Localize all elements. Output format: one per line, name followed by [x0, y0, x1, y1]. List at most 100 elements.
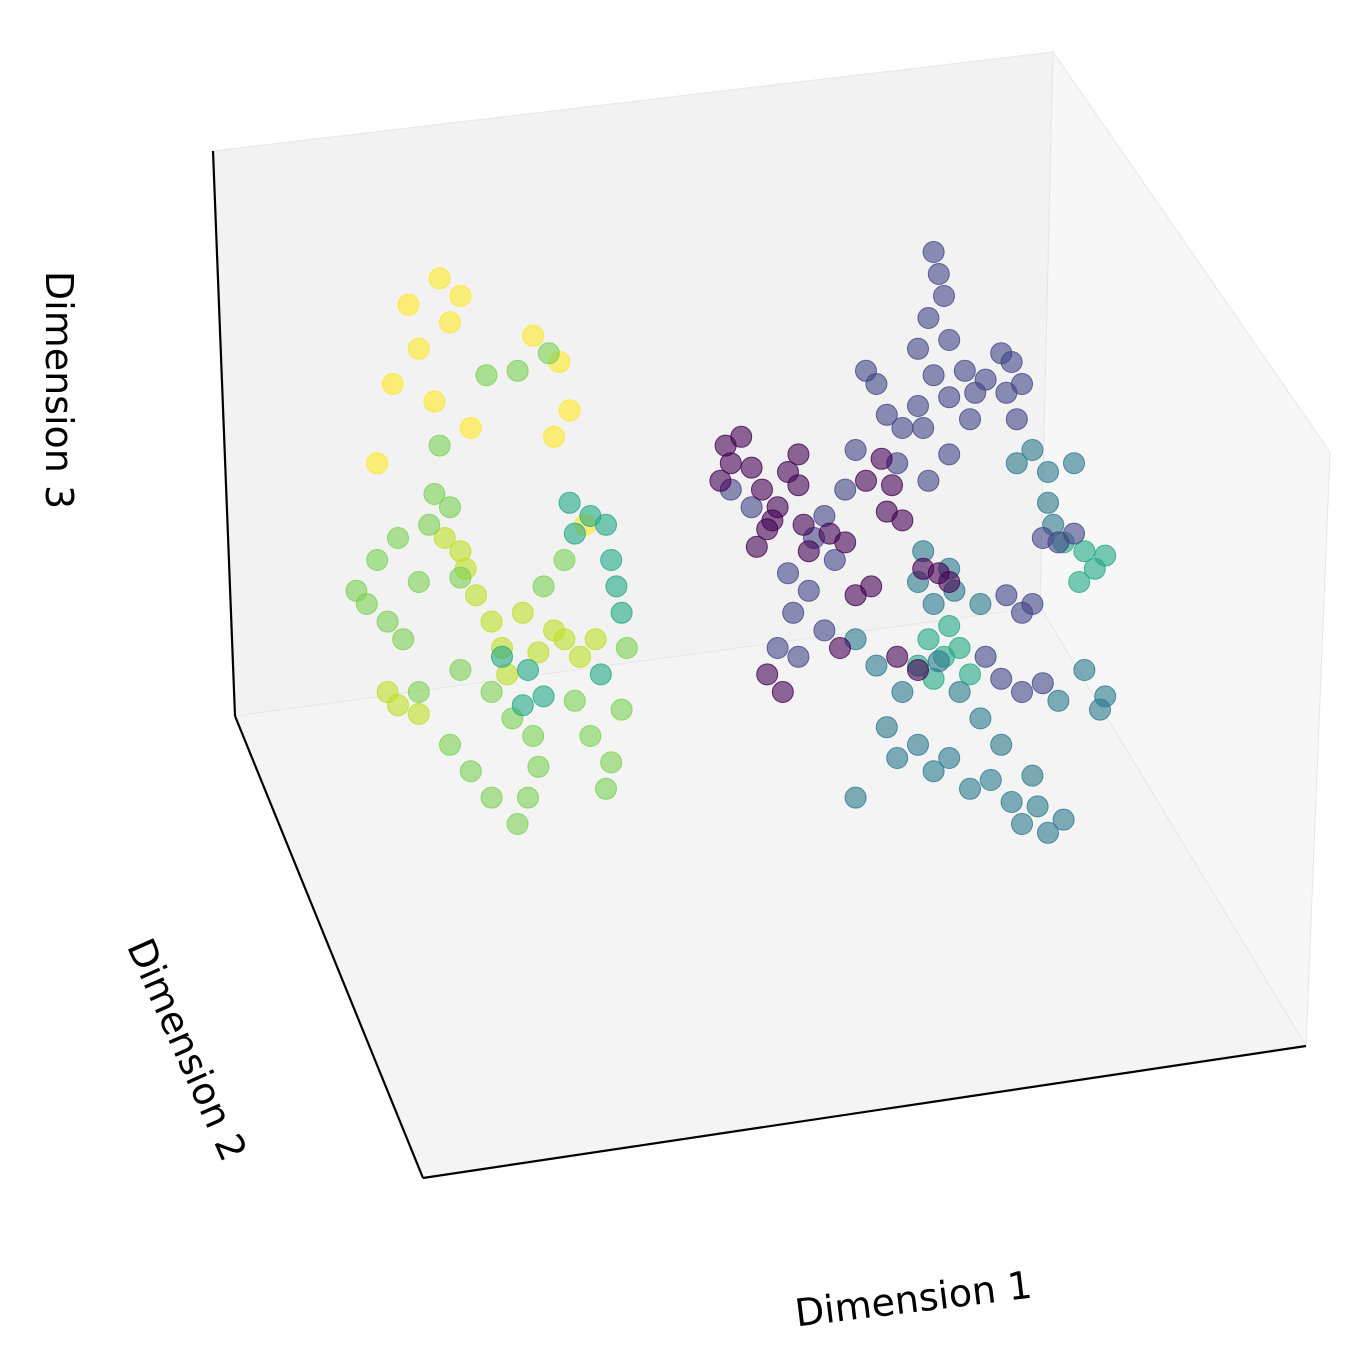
scatter-point	[392, 628, 415, 651]
scatter-point	[522, 725, 545, 747]
scatter-point	[756, 518, 779, 541]
scatter-point	[407, 571, 430, 593]
scatter-point	[875, 716, 898, 739]
scatter-point	[595, 777, 617, 800]
scatter-point	[1011, 813, 1033, 835]
scatter-point	[938, 571, 961, 593]
scatter-point	[948, 681, 971, 703]
scatter-point	[974, 368, 997, 391]
scatter-point	[844, 439, 867, 461]
scatter-point	[449, 566, 472, 589]
scatter-point	[366, 452, 389, 475]
scatter-point	[990, 733, 1013, 756]
scatter-point	[865, 654, 888, 677]
scatter-point	[907, 395, 929, 417]
scatter-point	[579, 725, 602, 747]
scatter-point	[511, 601, 534, 624]
scatter-point	[1089, 698, 1111, 721]
scatter-points	[345, 241, 1117, 844]
x-axis-label: Dimension 1	[792, 1263, 1034, 1336]
scatter-point	[1021, 764, 1044, 787]
axes-panes	[212, 50, 1331, 1179]
scatter-point	[517, 786, 539, 809]
scatter-point	[480, 610, 503, 633]
scatter-point	[907, 733, 929, 756]
scatter-point	[1037, 821, 1059, 844]
scatter-point	[480, 681, 503, 703]
scatter-point	[428, 434, 451, 457]
scatter-point	[527, 641, 550, 664]
scatter-point	[787, 474, 810, 497]
scatter-point	[428, 267, 451, 290]
scatter-point	[563, 689, 586, 712]
scatter-point	[355, 593, 378, 615]
scatter-point	[407, 703, 430, 725]
scatter-point	[974, 645, 997, 668]
scatter-point	[969, 593, 992, 615]
y-axis-line	[233, 715, 425, 1179]
scatter-point	[979, 769, 1002, 791]
scatter-point	[387, 694, 409, 717]
scatter-point	[959, 408, 981, 431]
scatter-point	[595, 513, 617, 536]
scatter-point	[938, 615, 961, 637]
scatter-point	[449, 540, 472, 563]
scatter-point	[522, 324, 545, 347]
scatter-point	[766, 637, 789, 659]
scatter-point	[1052, 808, 1075, 831]
scatter-point	[922, 593, 945, 615]
scatter-point	[1063, 522, 1085, 545]
scatter-point	[740, 496, 763, 519]
scatter-point	[959, 777, 981, 800]
z-axis-label: Dimension 3	[37, 271, 81, 509]
scatter-point	[730, 425, 753, 448]
scatter-point	[990, 342, 1013, 365]
scatter-point	[751, 478, 773, 501]
scatter-point	[777, 562, 799, 585]
scatter-point	[1063, 452, 1085, 475]
x-axis-line	[422, 1044, 1307, 1180]
scatter-point	[886, 645, 909, 668]
scatter-point	[797, 579, 820, 602]
scatter-point	[855, 359, 877, 382]
scatter-point	[875, 403, 898, 426]
scatter-point	[870, 447, 893, 470]
scatter-point	[563, 522, 586, 545]
scatter-point	[1037, 461, 1059, 483]
scatter-point	[517, 659, 539, 681]
scatter-point	[891, 681, 914, 703]
scatter-point	[771, 681, 794, 703]
scatter-point	[397, 293, 420, 316]
scatter-point	[881, 474, 903, 497]
scatter-point	[907, 337, 929, 360]
scatter-point	[1021, 439, 1044, 461]
y-axis-label: Dimension 2	[118, 932, 255, 1168]
scatter-point	[938, 386, 961, 409]
scatter-point	[366, 549, 389, 571]
scatter-point	[922, 364, 945, 387]
scatter-point	[439, 496, 461, 519]
scatter-point	[506, 359, 529, 382]
scatter-point	[449, 659, 472, 681]
scatter-point	[912, 417, 935, 439]
scatter-point	[433, 527, 456, 549]
scatter-point	[719, 452, 742, 475]
scatter-point	[709, 469, 732, 492]
scatter-point	[829, 637, 851, 659]
scatter-point	[745, 535, 768, 558]
scatter-point	[1000, 791, 1023, 813]
scatter-point	[1068, 571, 1091, 593]
scatter-point	[927, 263, 950, 285]
scatter-point	[449, 285, 472, 307]
scatter-point	[418, 513, 441, 536]
scatter-point	[527, 755, 550, 778]
axes-lines	[211, 150, 1307, 1180]
scatter-point	[376, 610, 399, 633]
scatter-point	[969, 707, 992, 730]
scatter-point	[1011, 681, 1033, 703]
scatter-point	[387, 527, 409, 549]
z-axis-line	[211, 150, 237, 717]
scatter-point	[459, 760, 482, 783]
scatter-point	[589, 663, 612, 686]
